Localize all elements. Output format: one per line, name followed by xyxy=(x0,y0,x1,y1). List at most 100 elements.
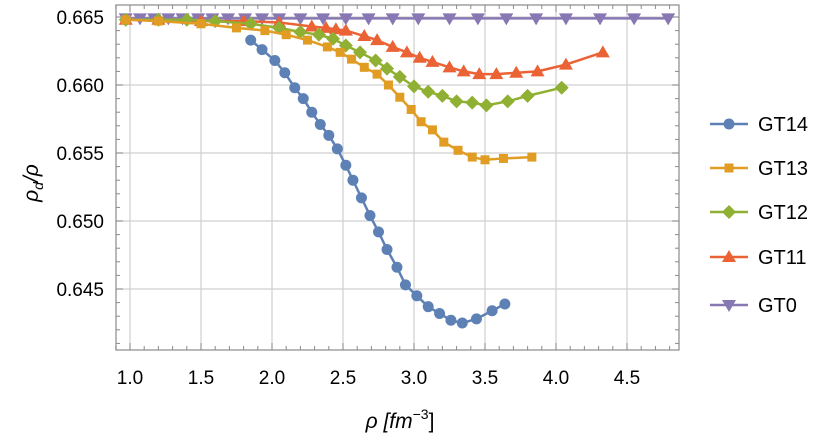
x-axis-title-main: ρ [fm xyxy=(365,410,413,433)
data-point xyxy=(421,84,436,99)
triangle-down-marker-icon xyxy=(722,300,736,312)
legend-label: GT12 xyxy=(758,202,808,224)
data-point xyxy=(311,27,326,42)
triangle-up-marker-icon xyxy=(722,250,736,262)
legend-label: GT13 xyxy=(758,158,808,180)
data-point xyxy=(383,80,393,90)
data-point xyxy=(370,33,385,46)
diamond-marker-icon xyxy=(722,205,736,219)
data-point xyxy=(500,94,515,109)
data-point xyxy=(416,117,426,127)
data-point xyxy=(269,55,281,67)
y-axis-title-subscript: d xyxy=(30,181,46,190)
legend-item-gt12: GT12 xyxy=(710,202,808,224)
gridlines xyxy=(116,5,679,350)
legend-item-gt13: GT13 xyxy=(710,158,808,180)
data-point xyxy=(558,13,573,26)
data-point xyxy=(373,226,384,238)
data-point xyxy=(422,301,434,313)
data-point xyxy=(453,145,463,155)
data-point xyxy=(479,98,494,113)
data-point xyxy=(499,298,511,310)
data-point xyxy=(306,106,318,118)
data-point xyxy=(427,125,437,135)
data-point xyxy=(439,137,449,147)
y-axis-title-main: ρ xyxy=(20,190,43,203)
data-point xyxy=(434,307,446,319)
data-point xyxy=(399,45,414,58)
data-point xyxy=(449,94,464,109)
y-axis-title-end: /ρ xyxy=(20,164,43,184)
legend-label: GT0 xyxy=(758,295,797,317)
data-point xyxy=(293,13,308,26)
data-point xyxy=(340,159,352,171)
y-tick-label: 0.655 xyxy=(56,144,104,165)
x-axis-title-end: ] xyxy=(429,410,435,433)
data-point xyxy=(353,45,368,60)
data-point xyxy=(435,88,450,103)
data-point xyxy=(425,54,440,67)
legend-item-gt11: GT11 xyxy=(710,247,807,269)
y-axis-ticks: 0.645 0.650 0.655 0.660 0.665 xyxy=(56,8,104,301)
x-tick-label: 2.5 xyxy=(330,368,356,389)
x-axis-title: ρ [fm−3] xyxy=(365,406,435,433)
y-axis-title: ρd/ρ xyxy=(20,164,46,203)
legend: GT14 GT13 GT12 GT11 GT0 xyxy=(710,114,808,317)
data-point xyxy=(338,23,353,36)
data-point xyxy=(364,210,376,222)
data-point xyxy=(399,279,411,291)
circle-marker-icon xyxy=(723,118,735,130)
data-point xyxy=(361,13,376,26)
data-point xyxy=(486,305,498,317)
data-point xyxy=(489,67,504,80)
data-point xyxy=(385,39,400,52)
data-point xyxy=(499,13,514,26)
y-tick-label: 0.665 xyxy=(56,8,104,29)
data-point xyxy=(470,13,485,26)
x-tick-label: 4.5 xyxy=(614,368,640,389)
legend-label: GT11 xyxy=(758,247,807,269)
x-tick-label: 1.0 xyxy=(117,368,143,389)
series-gt13 xyxy=(121,15,537,165)
data-point xyxy=(318,20,333,33)
data-point xyxy=(303,35,312,45)
x-axis-title-superscript: −3 xyxy=(413,406,429,422)
data-point xyxy=(509,65,524,78)
square-marker-icon xyxy=(724,163,734,173)
data-point xyxy=(316,13,331,26)
data-point xyxy=(445,314,457,326)
data-point xyxy=(272,20,287,35)
data-point xyxy=(289,82,301,94)
data-point xyxy=(281,30,291,40)
data-point xyxy=(381,244,393,256)
data-point xyxy=(153,16,163,26)
data-point xyxy=(347,54,357,64)
data-point xyxy=(328,22,343,35)
data-point xyxy=(245,34,257,46)
x-axis-ticks: 1.0 1.5 2.0 2.5 3.0 3.5 4.0 4.5 xyxy=(117,368,640,389)
data-point xyxy=(558,57,573,70)
data-point xyxy=(392,69,407,84)
data-point xyxy=(498,153,508,163)
data-point xyxy=(595,45,610,58)
data-point xyxy=(322,42,332,52)
y-tick-label: 0.660 xyxy=(56,76,104,97)
data-point xyxy=(331,143,343,155)
legend-item-gt14: GT14 xyxy=(710,114,808,136)
data-point xyxy=(255,13,270,26)
data-point xyxy=(467,152,477,162)
plot-border xyxy=(115,4,680,351)
data-point xyxy=(527,152,537,162)
data-point xyxy=(279,67,291,79)
data-point xyxy=(355,192,367,204)
plot-frame xyxy=(115,4,680,351)
data-point xyxy=(456,64,471,77)
data-point xyxy=(260,26,270,36)
data-point xyxy=(357,29,372,42)
legend-item-gt0: GT0 xyxy=(710,295,797,317)
data-point xyxy=(391,261,403,273)
data-point xyxy=(395,92,405,102)
data-point xyxy=(456,317,468,329)
data-point xyxy=(529,13,544,26)
data-point xyxy=(411,290,423,302)
